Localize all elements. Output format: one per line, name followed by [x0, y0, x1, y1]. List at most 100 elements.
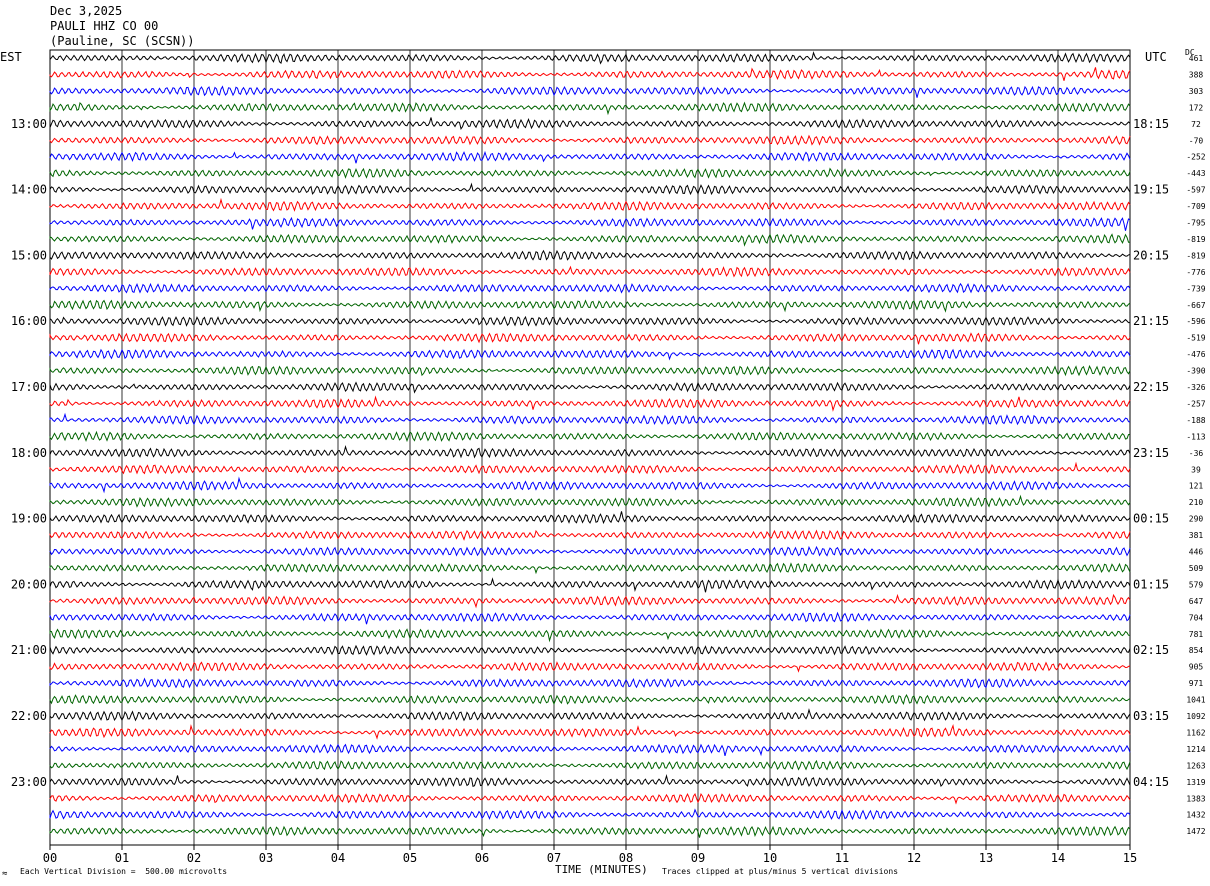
dc-offset-label: 1041: [1186, 696, 1205, 705]
trace-line: [49, 825, 1131, 838]
dc-offset-label: 381: [1189, 531, 1204, 540]
est-hour-label: 13:00: [11, 117, 47, 131]
est-hour-label: 21:00: [11, 643, 47, 657]
trace-line: [49, 593, 1131, 609]
x-tick-label: 02: [187, 851, 201, 865]
scale-note: Each Vertical Division = 500.00 microvol…: [20, 867, 228, 876]
dc-offset-label: 704: [1189, 613, 1204, 622]
trace-line: [49, 117, 1131, 130]
dc-offset-label: 1162: [1186, 728, 1205, 737]
dc-offset-label: -597: [1186, 186, 1205, 195]
dc-offset-label: 461: [1189, 54, 1204, 63]
trace-line: [49, 381, 1131, 394]
utc-hour-label: 20:15: [1133, 248, 1169, 262]
trace-line: [49, 444, 1131, 459]
trace-line: [49, 167, 1131, 179]
utc-hour-label: 01:15: [1133, 577, 1169, 591]
dc-offset-label: 647: [1189, 597, 1204, 606]
x-tick-label: 11: [835, 851, 849, 865]
utc-hour-label: 18:15: [1133, 117, 1169, 131]
trace-line: [49, 724, 1131, 740]
dc-offset-label: -113: [1186, 432, 1205, 441]
dc-offset-label: 1214: [1186, 745, 1205, 754]
x-tick-label: 10: [763, 851, 777, 865]
trace-line: [49, 282, 1131, 294]
trace-line: [49, 677, 1131, 689]
dc-offset-label: 509: [1189, 564, 1204, 573]
dc-offset-label: -252: [1186, 153, 1205, 162]
dc-offset-label: -739: [1186, 284, 1205, 293]
trace-line: [49, 249, 1131, 261]
dc-offset-header: DC: [1185, 48, 1195, 57]
dc-offset-label: 1472: [1186, 827, 1205, 836]
trace-line: [49, 315, 1130, 327]
trace-line: [49, 134, 1131, 146]
trace-line: [49, 545, 1131, 557]
dc-offset-label: -70: [1189, 136, 1204, 145]
trace-line: [49, 511, 1131, 525]
x-tick-label: 00: [43, 851, 57, 865]
trace-line: [49, 332, 1131, 345]
dc-offset-label: 446: [1189, 548, 1204, 557]
est-hour-label: 22:00: [11, 709, 47, 723]
trace-line: [49, 562, 1131, 575]
x-tick-label: 04: [331, 851, 345, 865]
utc-hour-label: 00:15: [1133, 512, 1169, 526]
clip-note: Traces clipped at plus/minus 5 vertical …: [662, 867, 899, 876]
trace-line: [49, 51, 1131, 65]
dc-offset-label: -667: [1186, 301, 1205, 310]
dc-offset-label: -257: [1186, 399, 1205, 408]
est-hour-label: 15:00: [11, 248, 47, 262]
est-hour-label: 19:00: [11, 512, 47, 526]
dc-offset-label: -390: [1186, 367, 1205, 376]
trace-line: [49, 694, 1131, 706]
est-hour-label: 16:00: [11, 314, 47, 328]
est-hour-label: 20:00: [11, 577, 47, 591]
dc-offset-label: -709: [1186, 202, 1205, 211]
dc-offset-label: -776: [1186, 268, 1205, 277]
dc-offset-label: -519: [1186, 334, 1205, 343]
trace-line: [49, 348, 1131, 361]
dc-offset-label: 1263: [1186, 761, 1205, 770]
x-axis-label: TIME (MINUTES): [555, 863, 648, 876]
trace-line: [49, 364, 1131, 377]
dc-offset-label: -819: [1186, 235, 1205, 244]
station-label: PAULI HHZ CO 00: [50, 19, 159, 33]
x-tick-label: 13: [979, 851, 993, 865]
trace-line: [49, 412, 1131, 426]
date-label: Dec 3,2025: [50, 4, 123, 18]
est-hour-label: 23:00: [11, 775, 47, 789]
trace-line: [49, 430, 1131, 443]
est-hour-label: 18:00: [11, 446, 47, 460]
dc-offset-label: 854: [1189, 646, 1204, 655]
dc-offset-label: -443: [1186, 169, 1205, 178]
dc-offset-label: 210: [1189, 498, 1204, 507]
dc-offset-label: 971: [1189, 679, 1204, 688]
trace-line: [49, 476, 1131, 494]
dc-offset-label: 72: [1191, 120, 1201, 129]
trace-line: [49, 67, 1131, 81]
trace-line: [49, 743, 1131, 757]
dc-offset-label: 290: [1189, 515, 1204, 524]
trace-line: [49, 233, 1130, 247]
trace-line: [49, 611, 1131, 625]
dc-offset-label: 39: [1191, 465, 1201, 474]
trace-line: [49, 197, 1131, 212]
est-hour-label: 14:00: [11, 183, 47, 197]
timezone-right-label: UTC: [1145, 50, 1167, 64]
trace-line: [49, 101, 1131, 116]
dc-offset-label: 781: [1189, 630, 1204, 639]
trace-line: [49, 773, 1131, 788]
utc-hour-label: 04:15: [1133, 775, 1169, 789]
x-tick-label: 06: [475, 851, 489, 865]
trace-line: [49, 395, 1131, 412]
plot-frame: [49, 49, 1131, 846]
x-tick-label: 09: [691, 851, 705, 865]
utc-hour-label: 02:15: [1133, 643, 1169, 657]
dc-offset-label: 1383: [1186, 794, 1205, 803]
x-tick-label: 05: [403, 851, 417, 865]
trace-line: [49, 461, 1131, 475]
dc-offset-label: 303: [1189, 87, 1204, 96]
trace-line: [49, 577, 1131, 593]
